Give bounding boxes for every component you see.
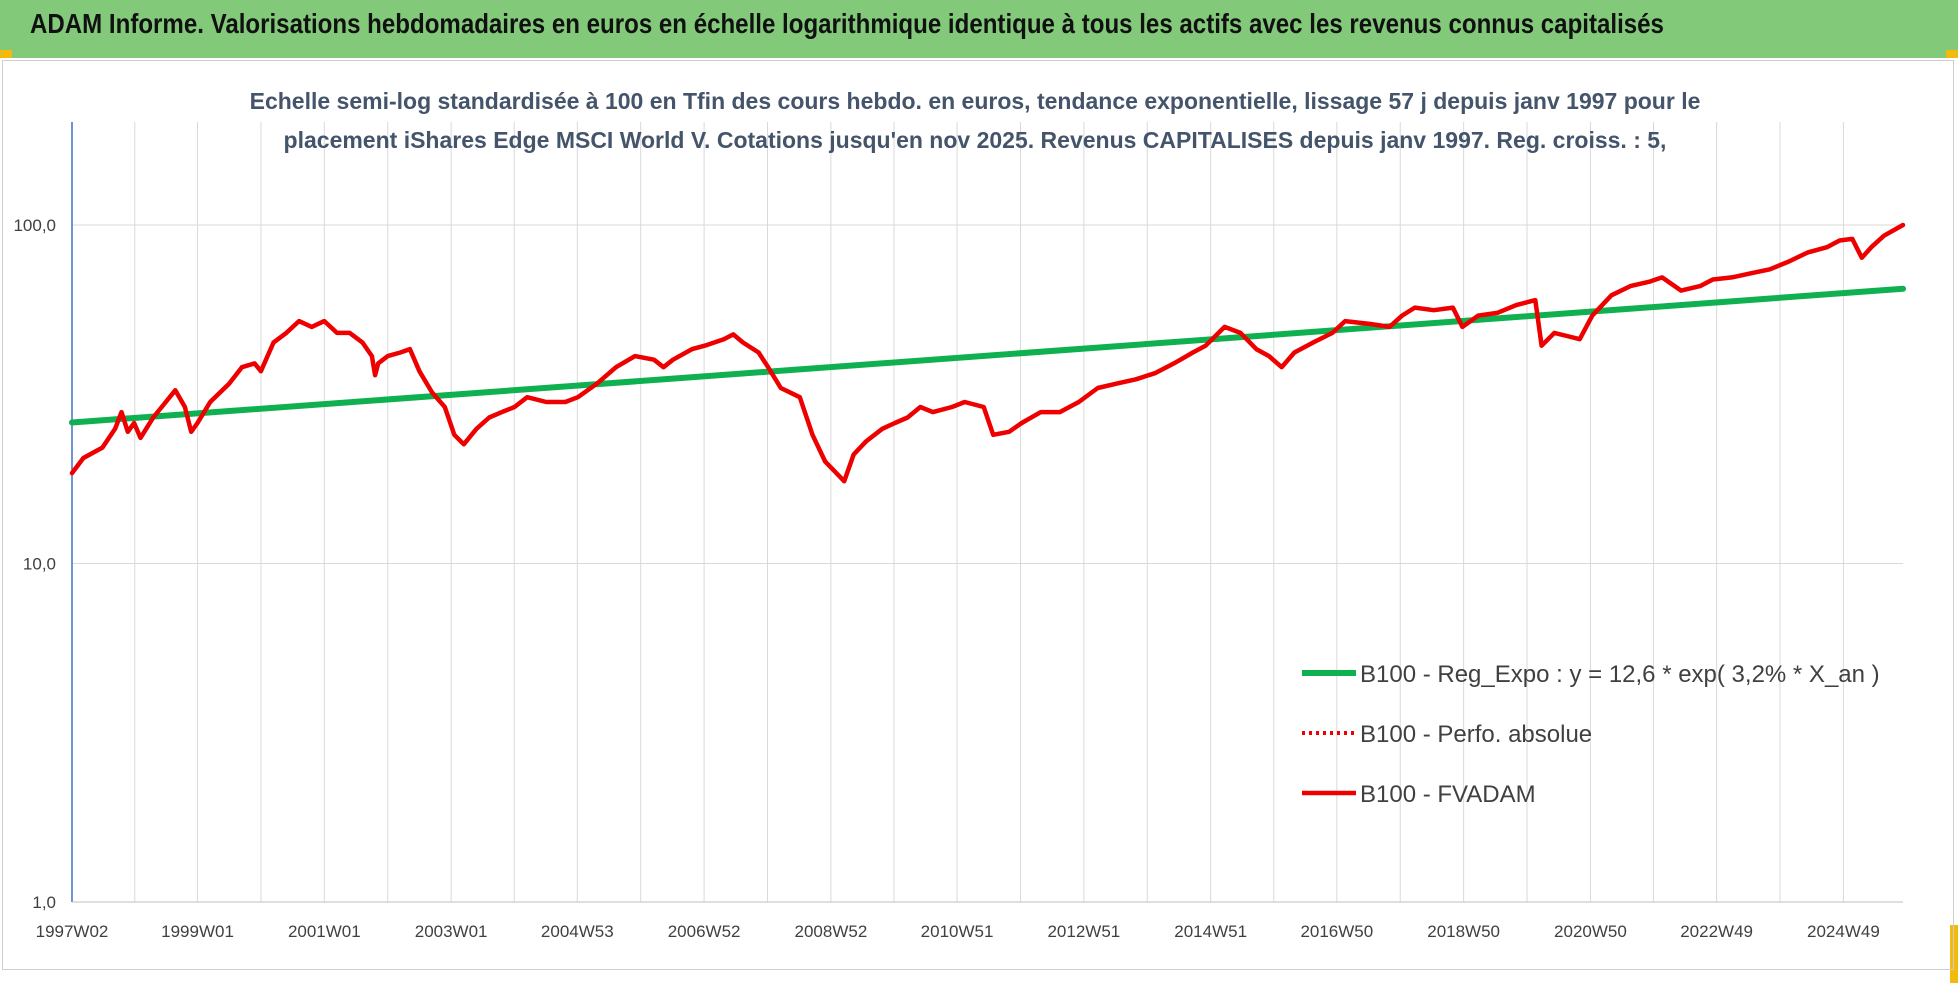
x-tick-label: 2001W01 xyxy=(288,922,361,941)
corner-marker-top-right xyxy=(1946,50,1958,58)
y-tick-label: 100,0 xyxy=(13,216,56,235)
grid xyxy=(72,122,1903,903)
x-tick-label: 2016W50 xyxy=(1300,922,1373,941)
x-tick-label: 2012W51 xyxy=(1047,922,1120,941)
x-tick-label: 2006W52 xyxy=(668,922,741,941)
chart-subtitle-line-2: placement iShares Edge MSCI World V. Cot… xyxy=(284,127,1667,153)
legend: B100 - Reg_Expo : y = 12,6 * exp( 3,2% *… xyxy=(1302,661,1880,808)
axes: 1,0 10,0 100,0 1997W02 1999W01 2001W01 2003W01… xyxy=(13,122,1903,941)
x-tick-label: 1997W02 xyxy=(36,922,109,941)
series-line-solid-green xyxy=(69,285,1906,426)
x-tick-label: 2022W49 xyxy=(1680,922,1753,941)
y-tick-label: 10,0 xyxy=(23,555,56,574)
page-title: ADAM Informe. Valorisations hebdomadaire… xyxy=(30,8,1664,39)
legend-label: B100 - FVADAM xyxy=(1360,781,1536,808)
legend-label: B100 - Perfo. absolue xyxy=(1360,721,1592,748)
x-tick-label: 2004W53 xyxy=(541,922,614,941)
corner-marker-bottom-right xyxy=(1950,925,1958,983)
x-tick-label: 2014W51 xyxy=(1174,922,1247,941)
series-line-solid-red xyxy=(69,222,1906,484)
x-tick-label: 1999W01 xyxy=(161,922,234,941)
header-bar: ADAM Informe. Valorisations hebdomadaire… xyxy=(0,0,1958,58)
legend-label: B100 - Reg_Expo : y = 12,6 * exp( 3,2% *… xyxy=(1360,661,1880,688)
x-tick-label: 2003W01 xyxy=(415,922,488,941)
x-tick-label: 2010W51 xyxy=(921,922,994,941)
x-tick-label: 2018W50 xyxy=(1427,922,1500,941)
chart-subtitle-line-1: Echelle semi-log standardisée à 100 en T… xyxy=(250,88,1701,114)
x-tick-label: 2008W52 xyxy=(795,922,868,941)
x-tick-label: 2020W50 xyxy=(1554,922,1627,941)
series-layer xyxy=(69,222,1906,484)
corner-marker-top-left xyxy=(0,50,12,58)
chart-frame xyxy=(2,60,1954,970)
y-tick-label: 1,0 xyxy=(32,893,56,912)
x-tick-label: 2024W49 xyxy=(1807,922,1880,941)
